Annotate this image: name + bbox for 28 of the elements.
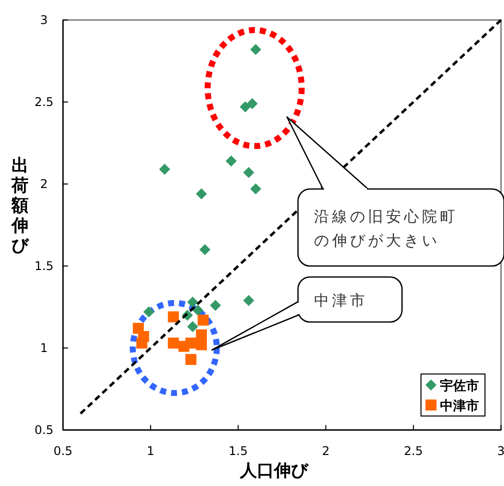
point [168, 338, 179, 349]
point [143, 306, 154, 318]
point [185, 354, 196, 365]
point [243, 167, 254, 178]
annotation: 沿線の旧安心院町 [314, 208, 458, 226]
point [168, 311, 179, 322]
legend-label: 中津市 [440, 398, 479, 414]
point [246, 98, 258, 110]
legend-label: 宇佐市 [440, 378, 479, 394]
point [240, 101, 251, 112]
point [159, 164, 170, 175]
point [243, 294, 254, 306]
point [199, 244, 210, 256]
point [198, 314, 209, 326]
point [196, 188, 207, 200]
point [226, 156, 237, 167]
point [192, 304, 204, 316]
annotation: 中津市 [314, 292, 368, 310]
point [210, 300, 221, 311]
annotation: の伸びが大きい [314, 232, 440, 250]
point [187, 296, 198, 308]
ylabel: 出荷額伸び [12, 156, 28, 256]
point [250, 44, 262, 56]
point [187, 321, 198, 332]
point [136, 338, 148, 349]
xlabel: 人口伸び [240, 461, 308, 481]
point [196, 329, 207, 340]
point [250, 183, 262, 194]
